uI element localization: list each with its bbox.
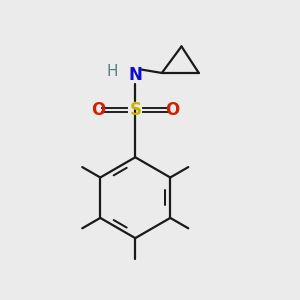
Text: H: H <box>106 64 118 79</box>
Text: O: O <box>165 101 179 119</box>
Text: N: N <box>128 66 142 84</box>
Text: O: O <box>91 101 105 119</box>
Text: S: S <box>129 101 141 119</box>
